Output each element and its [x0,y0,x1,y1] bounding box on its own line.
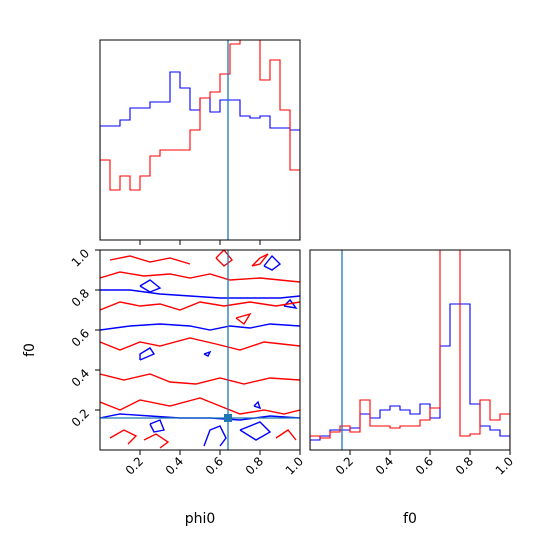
contour-series-0-line-6 [203,425,227,447]
contour-series-0-line-9 [283,298,298,309]
phi0-histogram-series-1 [100,40,300,240]
contour-series-1-line-3 [100,373,300,385]
contour-series-1-line-0 [100,271,300,283]
phi0-tick-label-0: 0.2 [123,454,146,477]
f0-histogram-tick-label-4: 1.0 [493,454,516,477]
f0-histogram-frame [309,249,511,451]
contour-series-0-line-10 [203,350,212,357]
joint-frame [99,249,301,451]
f0-tick-label-2: 0.6 [69,326,92,349]
contour-series-0-line-0 [100,323,300,331]
f0-tick-label-1: 0.4 [69,366,92,389]
f0-histogram-axis-label: f0 [403,511,417,527]
contour-series-1-line-2 [100,337,300,351]
contour-series-1-line-5 [109,255,191,265]
contour-series-1-line-6 [215,250,233,267]
joint-truth-marker [224,414,232,422]
contour-series-0-line-7 [239,421,272,441]
f0-histogram-panel: 0.2 0.4 0.6 0.8 1.0 f0 [309,249,516,527]
contour-series-0-line-5 [149,419,165,433]
f0-histogram-tick-label-0: 0.2 [333,454,356,477]
f0-axis-label: f0 [22,343,38,357]
contour-series-1-line-4 [100,397,300,415]
phi0-tick-label-4: 1.0 [283,454,306,477]
joint-contour-panel: 0.2 0.4 0.6 0.8 1.0 0.2 0.4 0.6 0.8 1.0 phi0 f0 [22,246,306,527]
contour-series-1-line-7 [251,253,269,267]
phi0-histogram-frame [99,39,301,241]
f0-tick-label-3: 0.8 [69,286,92,309]
f0-histogram-series-1 [310,250,510,450]
f0-histogram-tick-label-2: 0.6 [413,454,436,477]
contour-series-1-line-9 [109,429,138,445]
f0-histogram-tick-label-1: 0.4 [373,454,396,477]
phi0-axis-label: phi0 [185,511,216,527]
contour-series-0-line-2 [100,413,300,421]
f0-histogram-tick-label-3: 0.8 [453,454,476,477]
contour-series-0-line-4 [139,279,162,293]
contour-series-1-line-10 [275,429,297,441]
phi0-tick-label-2: 0.6 [203,454,226,477]
contour-series-0-line-11 [253,400,262,410]
contour-series-1-line-1 [100,301,300,311]
phi0-tick-label-1: 0.4 [163,454,186,477]
contour-series-0-line-8 [263,254,282,271]
contour-series-1-line-8 [143,433,170,449]
contour-series-0-line-1 [100,289,300,299]
phi0-histogram-panel [99,39,301,245]
f0-tick-label-0: 0.2 [69,406,92,429]
f0-tick-label-4: 1.0 [69,246,92,269]
contour-series-0-line-3 [139,347,156,361]
contour-series-1-line-11 [235,312,252,326]
phi0-tick-label-3: 0.8 [243,454,266,477]
